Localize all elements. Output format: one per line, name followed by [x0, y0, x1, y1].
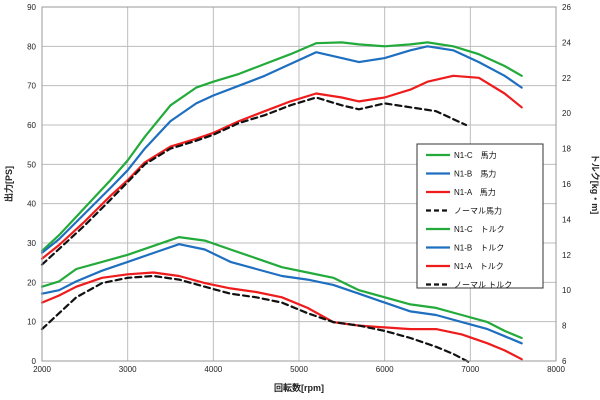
legend-label: N1-A トルク — [454, 262, 504, 271]
series-line-8 — [40, 274, 472, 364]
legend-label: N1-B トルク — [454, 244, 504, 253]
y-tick-label-right: 14 — [562, 215, 571, 224]
y-tick-label-left: 50 — [27, 160, 36, 169]
y-tick-label-left: 60 — [27, 121, 36, 130]
legend-label: ノーマル トルク — [454, 281, 512, 290]
series-line-2 — [40, 45, 523, 254]
y-tick-label-right: 22 — [562, 74, 571, 83]
y-axis-label-right: トルク[kg・m] — [590, 154, 600, 215]
x-tick-label: 4000 — [204, 365, 222, 374]
y-tick-label-left: 90 — [27, 3, 36, 12]
legend-label: N1-B 馬力 — [454, 169, 496, 179]
plot-border — [41, 6, 557, 362]
legend-box — [416, 143, 544, 289]
series-line-6 — [40, 243, 523, 345]
y-tick-label-right: 12 — [562, 251, 571, 260]
legend-label: N1-C トルク — [454, 225, 505, 234]
x-axis-label: 回転数[rpm] — [274, 382, 324, 393]
y-tick-label-right: 20 — [562, 109, 571, 118]
legend-label: N1-C 馬力 — [454, 150, 497, 160]
y-tick-label-right: 18 — [562, 145, 571, 154]
series-line-4 — [40, 96, 468, 266]
y-tick-label-right: 26 — [562, 3, 571, 12]
y-tick-label-left: 80 — [27, 42, 36, 51]
x-tick-label: 7000 — [461, 365, 479, 374]
series-line-1 — [40, 41, 523, 252]
legend-label: N1-A 馬力 — [454, 187, 496, 197]
x-tick-label: 6000 — [376, 365, 394, 374]
x-tick-label: 5000 — [290, 365, 308, 374]
legend-label: ノーマル馬力 — [454, 206, 502, 216]
series-line-7 — [40, 271, 523, 361]
y-tick-label-left: 0 — [32, 357, 37, 366]
series-line-5 — [40, 236, 523, 340]
x-tick-label: 8000 — [547, 365, 565, 374]
y-tick-label-left: 70 — [27, 82, 36, 91]
y-tick-label-right: 6 — [562, 357, 567, 366]
y-tick-label-right: 10 — [562, 286, 571, 295]
tick-labels: 2000 3000 4000 5000 6000 7000 8000 0 10 20 30 40 50 6… — [27, 3, 571, 374]
x-tick-label: 2000 — [33, 365, 51, 374]
y-tick-label-left: 10 — [27, 318, 36, 327]
x-tick-label: 3000 — [119, 365, 137, 374]
y-axis-label-left: 出力[PS] — [3, 166, 14, 202]
y-tick-label-left: 20 — [27, 278, 36, 287]
y-tick-label-right: 8 — [562, 322, 567, 331]
y-tick-label-left: 30 — [27, 239, 36, 248]
series-line-3 — [40, 74, 523, 260]
y-tick-label-right: 16 — [562, 180, 571, 189]
y-tick-label-left: 40 — [27, 200, 36, 209]
series-lines — [40, 41, 523, 364]
y-tick-label-right: 24 — [562, 38, 571, 47]
